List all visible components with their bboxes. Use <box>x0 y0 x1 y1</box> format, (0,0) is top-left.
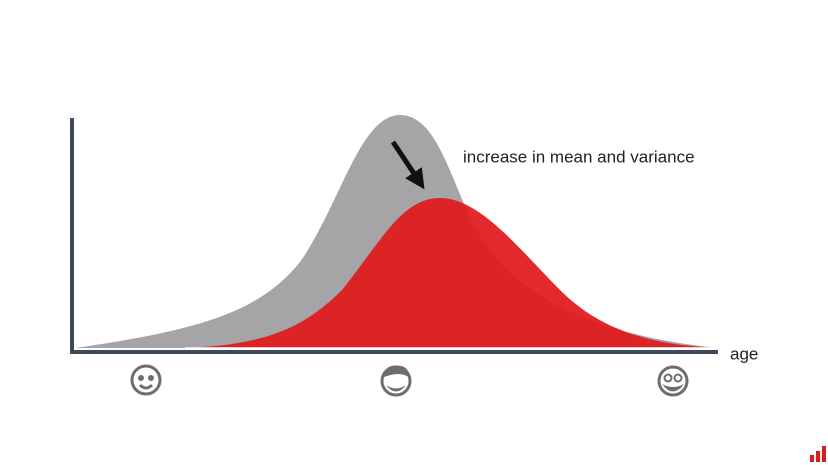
child-icon <box>130 364 162 396</box>
senior-icon <box>657 365 689 397</box>
x-axis-label: age <box>730 344 758 363</box>
annotation: increase in mean and variance <box>463 147 695 166</box>
adult-icon <box>380 365 412 397</box>
arrow <box>390 140 425 190</box>
shifted-distribution <box>185 198 718 348</box>
logo <box>810 446 826 462</box>
